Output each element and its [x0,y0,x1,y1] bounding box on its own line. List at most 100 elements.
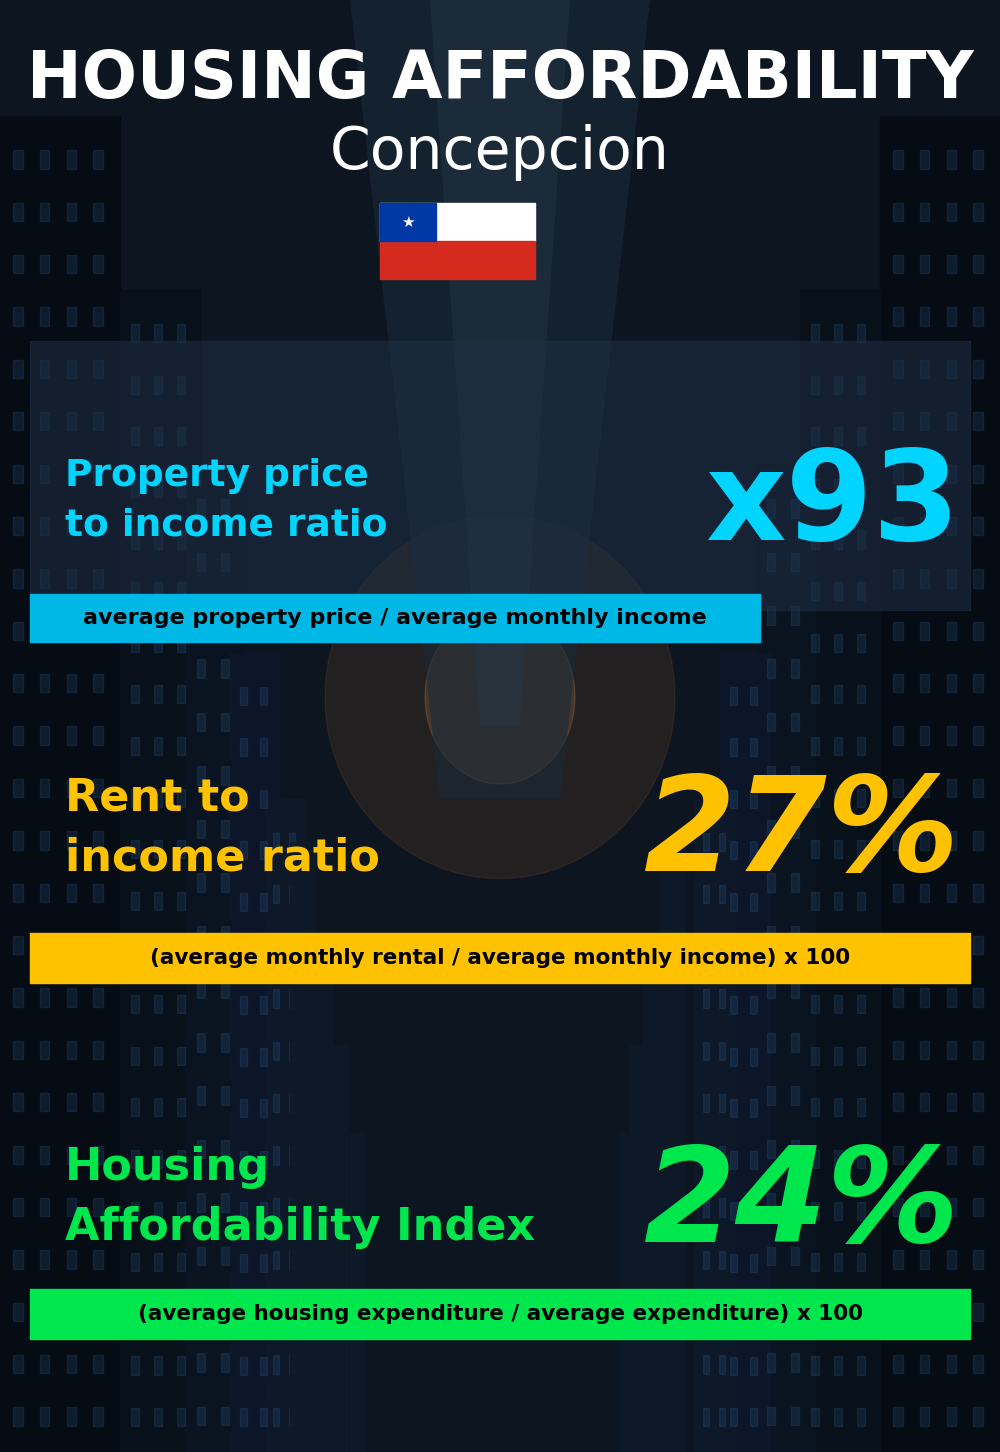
Bar [154,530,162,549]
Bar [947,937,956,954]
Bar [273,832,279,851]
Bar [13,569,23,588]
Polygon shape [430,0,570,726]
Bar [380,203,535,241]
Bar [973,1093,983,1111]
Bar [67,569,76,588]
Bar [67,203,76,221]
Bar [893,621,903,640]
Bar [719,884,725,903]
Bar [197,1407,205,1426]
Bar [40,674,49,693]
Bar [643,944,665,1452]
Bar [40,831,49,849]
Bar [791,1300,799,1318]
Bar [240,944,247,963]
Bar [0,116,120,1452]
Bar [273,1198,279,1217]
Bar [177,1202,185,1220]
Bar [177,324,185,343]
Bar [973,465,983,484]
Bar [197,873,205,892]
Bar [947,989,956,1006]
Bar [197,1246,205,1265]
Bar [131,530,139,549]
Bar [920,256,929,273]
Bar [154,1253,162,1272]
Bar [197,1194,205,1212]
Bar [273,1302,279,1321]
Bar [67,308,76,325]
Bar [13,831,23,849]
Bar [920,1093,929,1111]
Bar [260,790,267,807]
Bar [811,427,819,446]
Bar [947,517,956,536]
Bar [177,1150,185,1167]
Bar [240,790,247,807]
Bar [767,1300,775,1318]
Bar [131,944,139,961]
Bar [240,1047,247,1066]
Bar [791,1353,799,1372]
Bar [289,1302,295,1321]
Bar [177,1098,185,1117]
Bar [230,653,280,1452]
Bar [177,685,185,703]
Bar [893,1302,903,1321]
Bar [893,831,903,849]
Bar [154,685,162,703]
Bar [131,479,139,497]
Bar [177,1047,185,1064]
Bar [893,1041,903,1059]
Bar [289,884,295,903]
Bar [893,1198,903,1217]
Bar [834,1098,842,1117]
Bar [811,1098,819,1117]
Bar [834,427,842,446]
Bar [260,1150,267,1169]
Bar [703,884,709,903]
Bar [947,360,956,378]
Bar [260,1356,267,1375]
Bar [834,479,842,497]
Bar [240,687,247,704]
Bar [131,1408,139,1426]
Bar [67,831,76,849]
Bar [13,360,23,378]
Bar [154,427,162,446]
Bar [289,937,295,955]
Bar [40,203,49,221]
Bar [973,517,983,536]
Bar [834,530,842,549]
Bar [811,788,819,807]
Bar [177,1253,185,1272]
Bar [260,687,267,704]
Bar [154,1305,162,1323]
Bar [289,1355,295,1374]
Bar [240,842,247,860]
Bar [973,256,983,273]
Bar [273,937,279,955]
Bar [920,1302,929,1321]
Bar [791,819,799,838]
Bar [834,1047,842,1064]
Bar [93,831,103,849]
Bar [973,203,983,221]
Bar [791,1032,799,1051]
Bar [834,738,842,755]
Bar [93,989,103,1006]
Bar [13,256,23,273]
Bar [93,1250,103,1269]
Bar [221,1194,229,1212]
Bar [750,739,757,756]
Bar [767,926,775,945]
Ellipse shape [425,610,575,784]
Bar [719,1407,725,1426]
Bar [920,831,929,849]
Text: 24%: 24% [644,1141,960,1269]
Bar [380,241,535,279]
Bar [289,1093,295,1112]
Bar [947,778,956,797]
Bar [947,150,956,168]
